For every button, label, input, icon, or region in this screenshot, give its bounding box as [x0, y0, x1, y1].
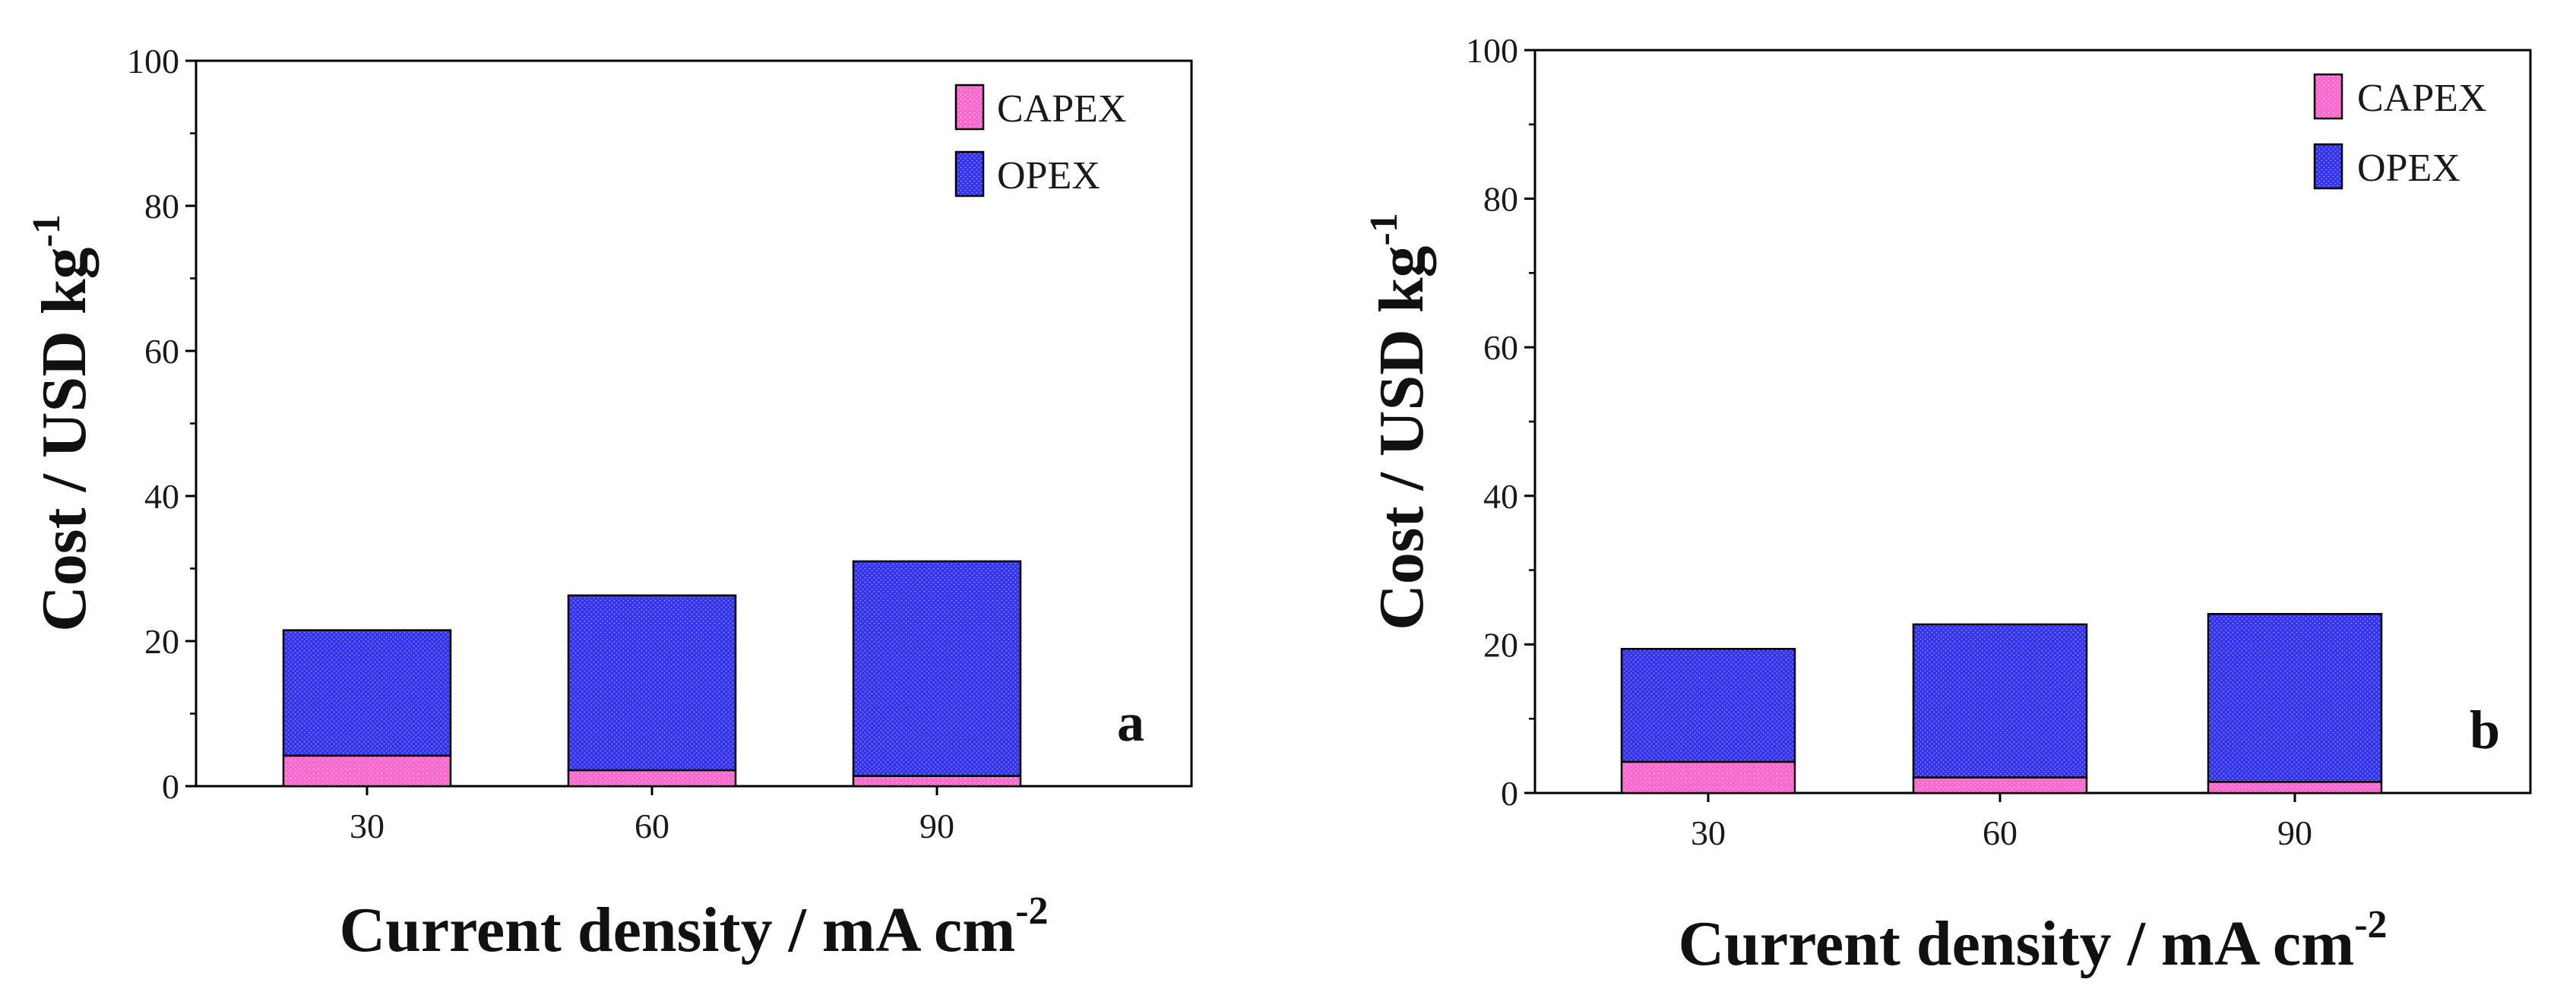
legend-swatch-capex: [954, 84, 985, 131]
y-tick-label: 20: [1483, 625, 1518, 664]
x-tick-label: 90: [2277, 814, 2312, 852]
y-tick-label: 40: [144, 477, 179, 516]
bar-capex-30: [1620, 760, 1796, 795]
bar-opex-30: [1620, 648, 1796, 763]
y-axis-ticks: 0 20 40 60 80 100: [127, 42, 196, 806]
legend: CAPEX OPEX: [2313, 73, 2486, 190]
y-axis-title: Cost / USD kg-1: [25, 214, 100, 632]
x-tick-label: 60: [1983, 814, 2017, 852]
y-axis-title: Cost / USD kg-1: [1362, 213, 1437, 630]
panel-label: a: [1117, 692, 1144, 753]
bar-opex-30: [282, 629, 452, 757]
panel-label: b: [2470, 700, 2500, 760]
legend-label-opex: OPEX: [997, 154, 1100, 197]
bar-capex-30: [282, 754, 452, 788]
legend-label-capex: CAPEX: [997, 87, 1126, 131]
y-tick-label: 100: [127, 42, 179, 81]
y-axis-ticks: 0 20 40 60 80 100: [1466, 31, 1535, 813]
legend-label-opex: OPEX: [2357, 147, 2460, 190]
legend-swatch-opex: [954, 150, 985, 197]
bar-capex-90: [852, 775, 1022, 788]
x-tick-label: 30: [350, 807, 385, 845]
x-axis-title: Current density / mA cm-2: [1678, 903, 2387, 979]
y-tick-label: 60: [144, 332, 179, 371]
x-axis-ticks: 30 60 90: [350, 786, 954, 845]
bar-capex-90: [2207, 781, 2383, 795]
legend-swatch-capex: [2313, 73, 2343, 120]
y-tick-label: 0: [162, 767, 179, 806]
y-tick-label: 0: [1501, 774, 1518, 813]
bar-capex-60: [567, 769, 737, 788]
x-tick-label: 90: [919, 807, 954, 845]
y-tick-label: 80: [144, 187, 179, 226]
y-tick-label: 60: [1483, 328, 1518, 367]
chart-panel-b: 0 20 40 60 80 100 30 60 90 CAPEX OPEX b Cost / …: [1362, 31, 2532, 979]
bar-opex-60: [1912, 623, 2088, 779]
y-tick-label: 100: [1466, 31, 1518, 70]
x-axis-ticks: 30 60 90: [1691, 793, 2312, 852]
x-axis-title: Current density / mA cm-2: [339, 889, 1048, 965]
x-tick-label: 30: [1691, 814, 1726, 852]
bars: [1620, 613, 2383, 795]
chart-panel-a: 0 20 40 60 80 100 30 60 90 CAPEX OPEX a Cost / …: [25, 42, 1193, 965]
bars: [282, 560, 1022, 788]
bar-opex-60: [567, 594, 737, 772]
bar-opex-90: [852, 560, 1022, 777]
bar-capex-60: [1912, 776, 2088, 795]
y-tick-label: 20: [144, 622, 179, 661]
legend-swatch-opex: [2313, 143, 2343, 190]
y-tick-label: 80: [1483, 180, 1518, 219]
legend-label-capex: CAPEX: [2357, 77, 2486, 120]
y-tick-label: 40: [1483, 477, 1518, 516]
bar-opex-90: [2207, 613, 2383, 783]
legend: CAPEX OPEX: [954, 84, 1126, 197]
x-tick-label: 60: [635, 807, 669, 845]
